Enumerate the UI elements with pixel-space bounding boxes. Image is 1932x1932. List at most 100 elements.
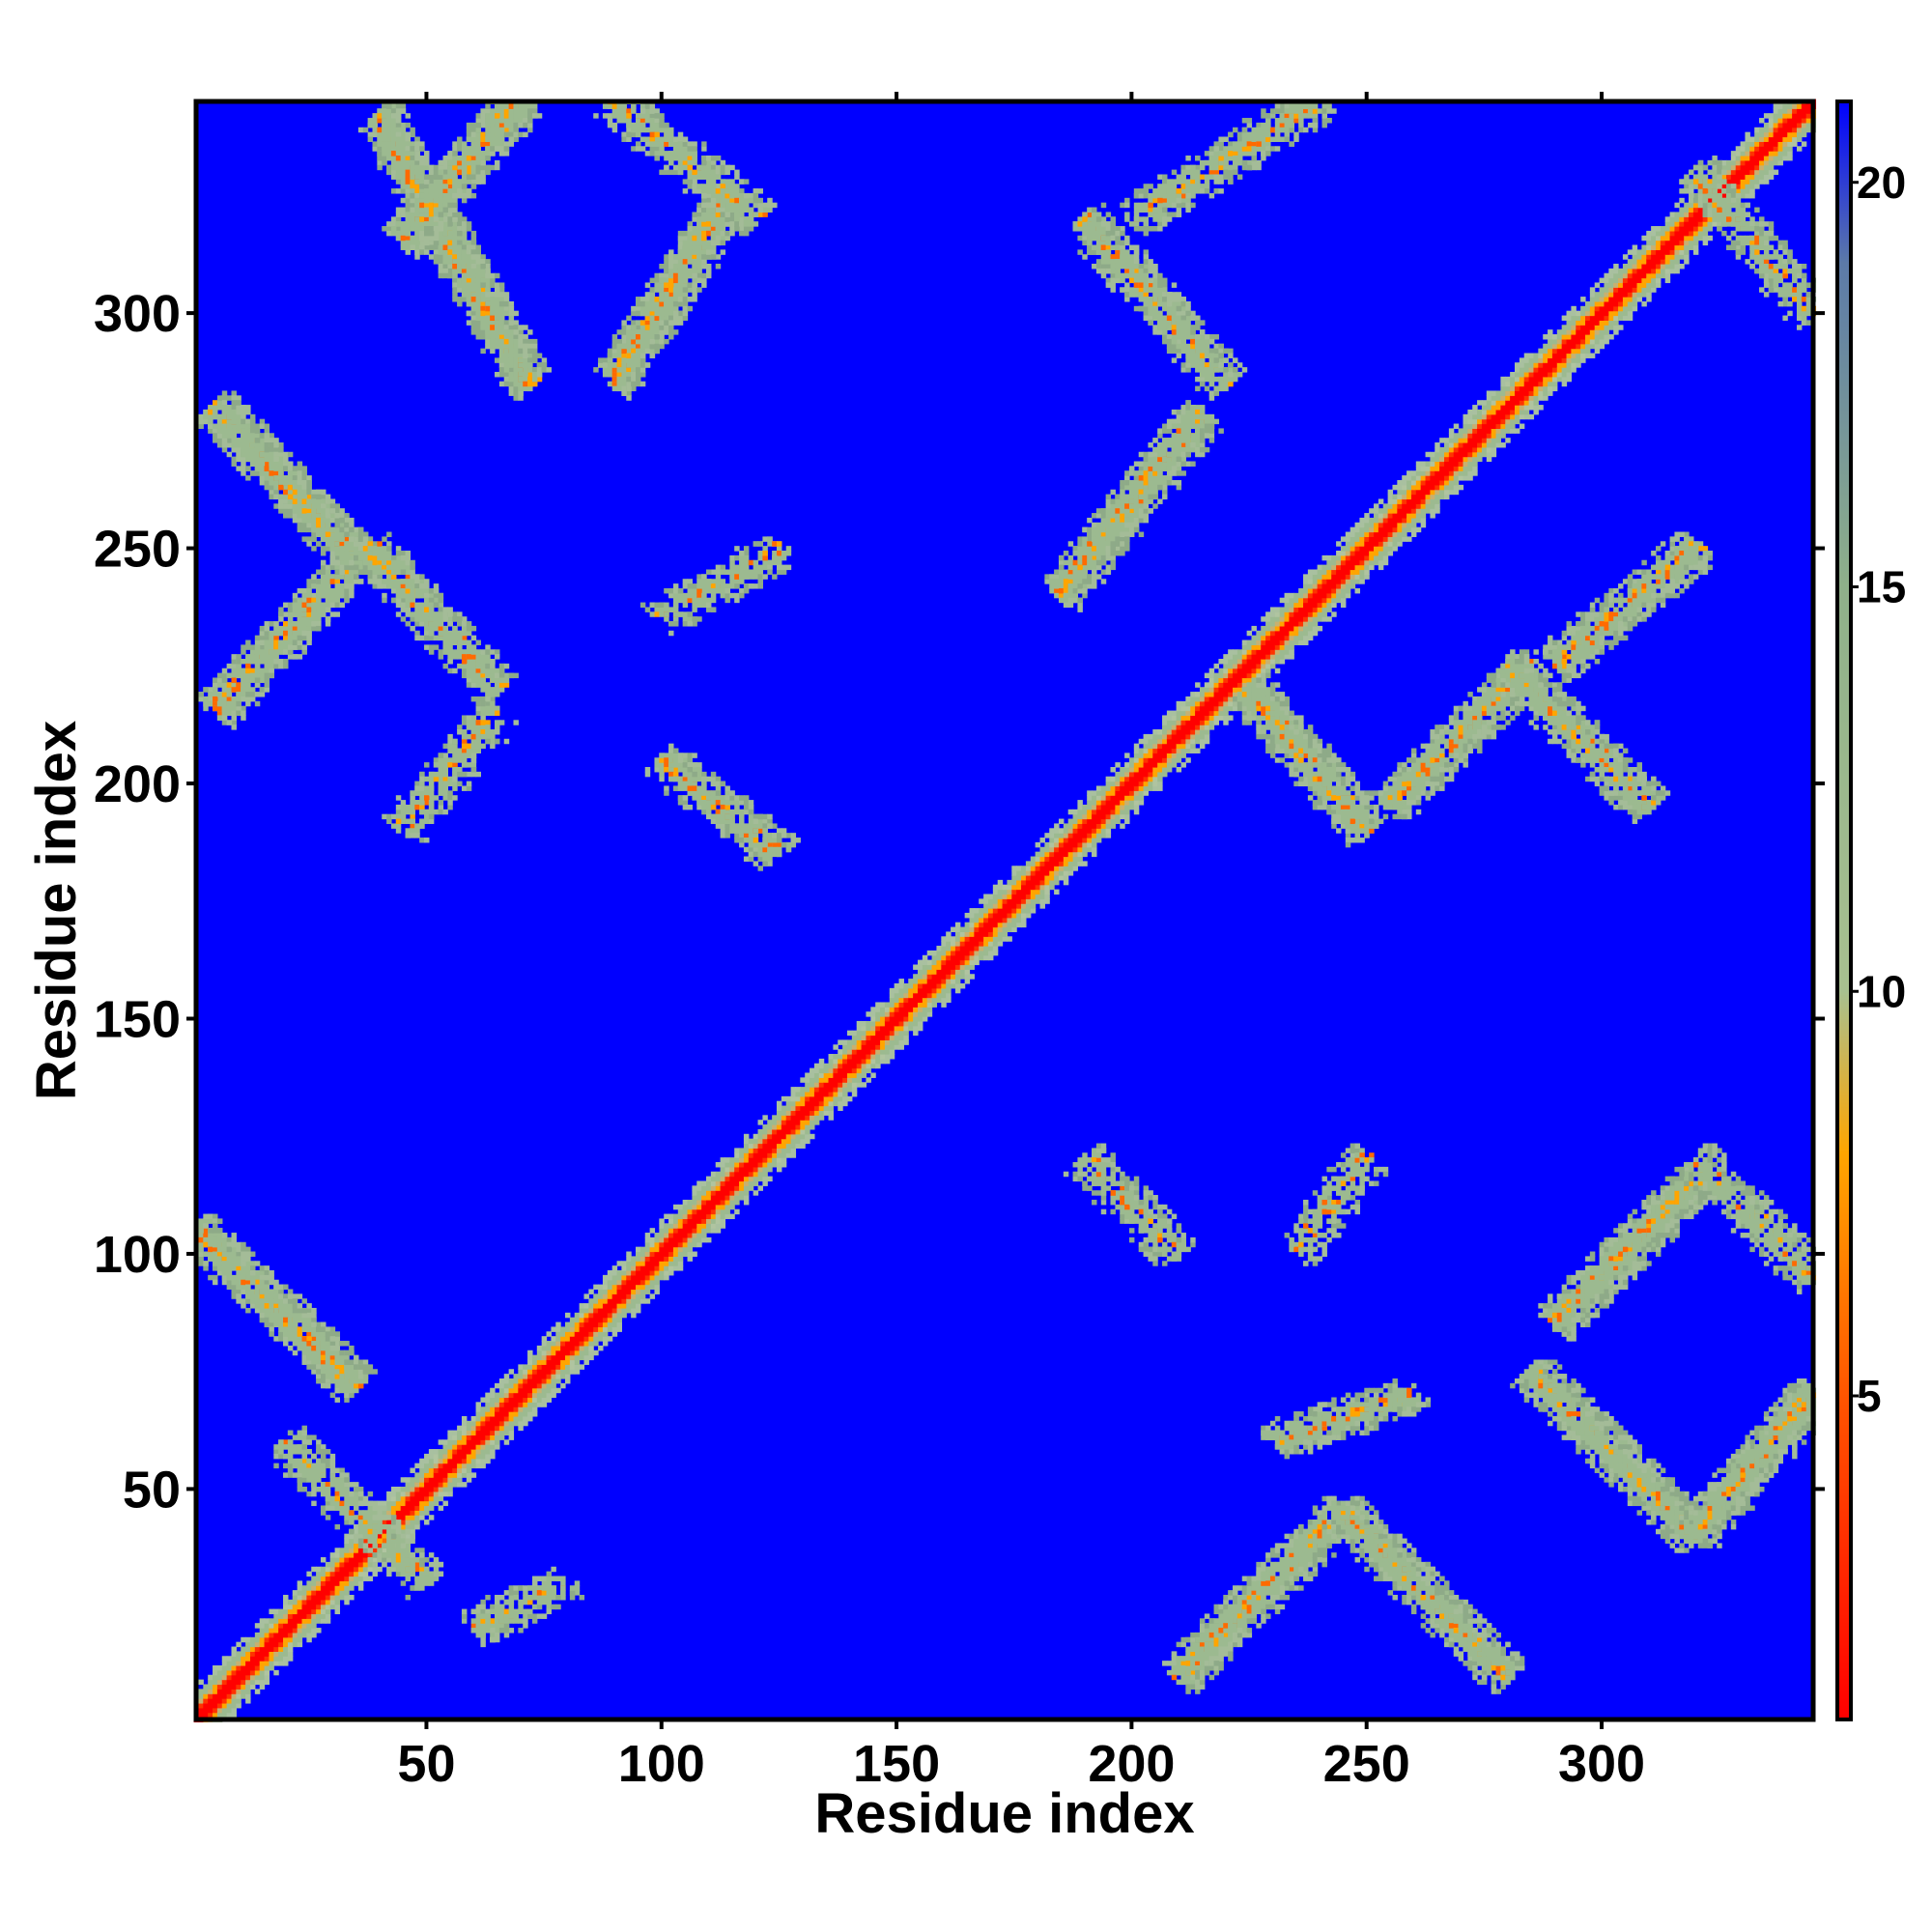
heatmap-cell xyxy=(452,1430,458,1436)
heatmap-cell xyxy=(1674,244,1680,250)
heatmap-cell xyxy=(1326,564,1332,571)
heatmap-cell xyxy=(1589,320,1596,326)
heatmap-cell xyxy=(1782,118,1788,124)
heatmap-cell xyxy=(447,1477,453,1483)
heatmap-cell xyxy=(527,1382,533,1389)
heatmap-cell xyxy=(710,1176,717,1182)
heatmap-cell xyxy=(231,1674,237,1681)
heatmap-cell xyxy=(856,1039,863,1045)
heatmap-cell xyxy=(382,1510,387,1516)
heatmap-cell xyxy=(611,1326,618,1332)
heatmap-cell xyxy=(823,1063,830,1069)
heatmap-cell xyxy=(527,1378,533,1384)
heatmap-cell xyxy=(405,1505,412,1511)
heatmap-cell xyxy=(1491,423,1497,430)
heatmap-cell xyxy=(236,1241,242,1248)
heatmap-cell xyxy=(805,1082,810,1088)
heatmap-cell xyxy=(287,1632,294,1638)
heatmap-cell xyxy=(1505,400,1511,406)
heatmap-cell xyxy=(1618,325,1624,330)
heatmap-cell xyxy=(1044,870,1050,876)
heatmap-cell xyxy=(1773,113,1779,119)
heatmap-cell xyxy=(1082,846,1088,853)
heatmap-cell xyxy=(1505,395,1511,401)
heatmap-cell xyxy=(987,908,994,914)
heatmap-cell xyxy=(1523,405,1530,411)
heatmap-cell xyxy=(1745,151,1750,156)
heatmap-cell xyxy=(283,1636,289,1643)
heatmap-cell xyxy=(1420,461,1427,467)
heatmap-cell xyxy=(631,1303,637,1309)
heatmap-cell xyxy=(870,1058,876,1065)
heatmap-cell xyxy=(316,1599,322,1605)
heatmap-cell xyxy=(1787,156,1793,161)
heatmap-cell xyxy=(1580,320,1586,326)
heatmap-cell xyxy=(1571,305,1577,312)
heatmap-cell xyxy=(1218,700,1224,707)
heatmap-cell xyxy=(1016,889,1022,895)
heatmap-cell xyxy=(283,1317,289,1323)
heatmap-cell xyxy=(724,1190,730,1196)
heatmap-cell xyxy=(1016,917,1022,923)
heatmap-cell xyxy=(1143,771,1150,778)
heatmap-cell xyxy=(870,1039,876,1045)
heatmap-cell xyxy=(611,1312,618,1319)
heatmap-cell xyxy=(1782,146,1788,152)
heatmap-cell xyxy=(1805,118,1812,124)
heatmap-cell xyxy=(715,1176,722,1182)
heatmap-cell xyxy=(1533,409,1539,415)
heatmap-cell xyxy=(607,1269,613,1276)
heatmap-cell xyxy=(1058,856,1065,862)
heatmap-cell xyxy=(1354,551,1360,556)
heatmap-cell xyxy=(1039,884,1045,891)
heatmap-cell xyxy=(236,1256,242,1262)
heatmap-cell xyxy=(457,1449,463,1455)
heatmap-cell xyxy=(475,1402,482,1407)
heatmap-cell xyxy=(983,931,989,937)
heatmap-cell xyxy=(664,1233,669,1238)
heatmap-cell xyxy=(1763,179,1770,185)
heatmap-cell xyxy=(838,1067,843,1074)
heatmap-cell xyxy=(1378,508,1384,514)
heatmap-cell xyxy=(1444,494,1450,500)
heatmap-cell xyxy=(1223,720,1229,725)
heatmap-cell xyxy=(1792,136,1798,142)
heatmap-cell xyxy=(823,1091,830,1097)
heatmap-cell xyxy=(861,1067,867,1074)
heatmap-cell xyxy=(452,1439,458,1445)
heatmap-cell xyxy=(428,1500,435,1507)
heatmap-cell xyxy=(1345,554,1351,561)
heatmap-cell xyxy=(259,1618,266,1624)
heatmap-cell xyxy=(1195,692,1201,697)
heatmap-cell xyxy=(1236,659,1243,665)
heatmap-cell xyxy=(1359,569,1365,575)
heatmap-cell xyxy=(1754,131,1760,138)
heatmap-cell xyxy=(1382,517,1389,524)
heatmap-cell xyxy=(565,1378,571,1384)
heatmap-cell xyxy=(269,1274,274,1281)
heatmap-cell xyxy=(1495,423,1501,430)
heatmap-cell xyxy=(316,1571,322,1577)
heatmap-cell xyxy=(861,1054,867,1060)
heatmap-cell xyxy=(1138,748,1145,753)
heatmap-cell xyxy=(1448,451,1455,458)
heatmap-cell xyxy=(523,1369,528,1375)
heatmap-cell xyxy=(1561,376,1568,383)
heatmap-cell xyxy=(1293,639,1299,645)
heatmap-cell xyxy=(316,1613,322,1619)
heatmap-cell xyxy=(720,1208,726,1215)
heatmap-cell xyxy=(269,1632,274,1638)
heatmap-cell xyxy=(748,1152,754,1158)
heatmap-cell xyxy=(1274,644,1281,650)
heatmap-cell xyxy=(954,946,961,952)
heatmap-cell xyxy=(536,1374,543,1379)
heatmap-cell xyxy=(636,1289,641,1294)
heatmap-cell xyxy=(1692,202,1699,209)
heatmap-cell xyxy=(339,1557,345,1563)
heatmap-cell xyxy=(438,1472,444,1478)
heatmap-cell xyxy=(523,1420,528,1427)
heatmap-cell xyxy=(1195,748,1201,753)
heatmap-cell xyxy=(1128,790,1135,796)
heatmap-cell xyxy=(495,1425,500,1432)
heatmap-cell xyxy=(273,1636,279,1643)
